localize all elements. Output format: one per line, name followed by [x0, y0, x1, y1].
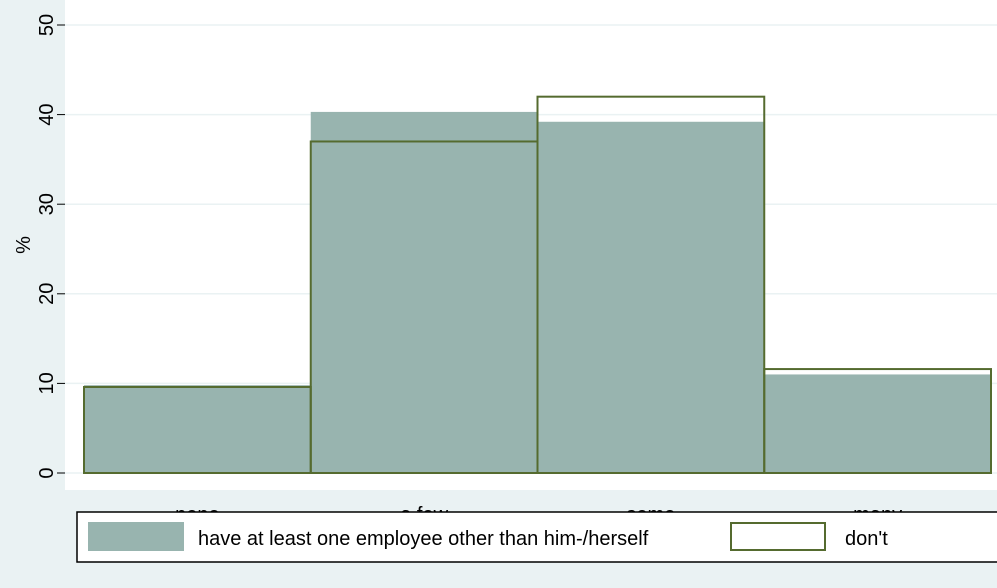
y-tick-label: 40 — [36, 103, 58, 125]
bar-outline-some — [536, 95, 766, 475]
legend: have at least one employee other than hi… — [76, 511, 997, 563]
bar-filled-a-few — [310, 111, 538, 474]
bar-outline-many — [763, 368, 992, 474]
y-tick-label: 10 — [36, 372, 58, 394]
y-axis-label: % — [13, 236, 35, 254]
y-tick-label: 30 — [36, 193, 58, 215]
legend-box — [76, 511, 997, 563]
y-tick-label: 0 — [36, 467, 58, 478]
series-filled-bars — [84, 111, 991, 474]
legend-label-filled: have at least one employee other than hi… — [198, 528, 649, 550]
y-axis-ticks: 0 10 20 30 40 50 — [36, 14, 65, 479]
series-outline-bars — [83, 95, 992, 475]
bar-filled-none — [84, 385, 311, 473]
legend-label-outline: don't — [845, 528, 888, 550]
y-tick-label: 50 — [36, 14, 58, 36]
bar-filled-some — [537, 121, 765, 473]
y-tick-label: 20 — [36, 283, 58, 305]
legend-swatch-outline — [730, 522, 826, 551]
legend-swatch-filled — [88, 522, 184, 551]
bar-filled-many — [764, 374, 991, 473]
